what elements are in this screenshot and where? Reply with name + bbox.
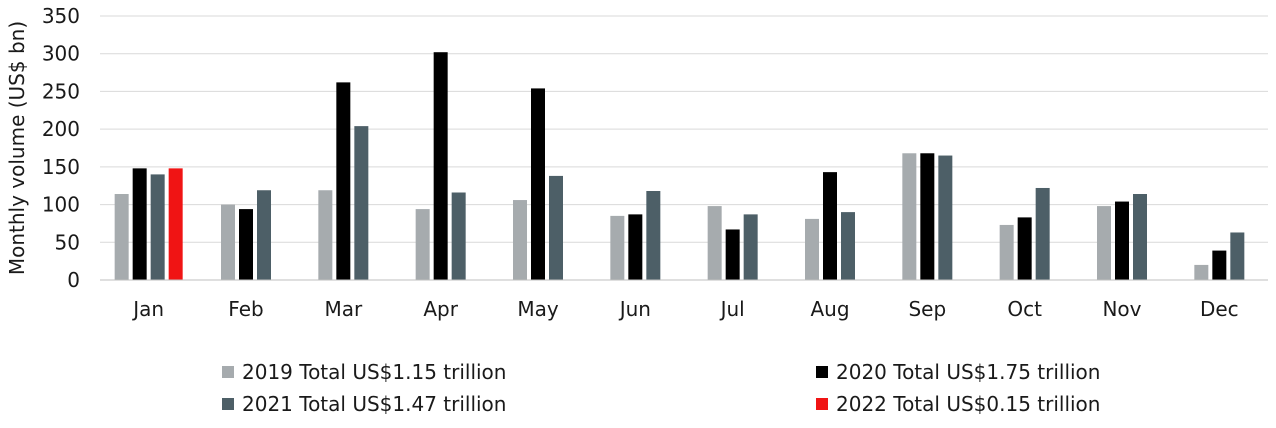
- bar-may-series-2: [549, 175, 563, 280]
- bar-jan-series-1: [132, 168, 147, 280]
- gridlines: [100, 15, 1268, 243]
- legend-item-2019: 2019 Total US$1.15 trillion: [222, 360, 506, 384]
- x-tick-label-sep: Sep: [908, 297, 946, 321]
- legend-swatch-2019: [222, 366, 234, 378]
- bar-jan-series-0: [114, 194, 129, 280]
- bar-mar-series-1: [336, 82, 351, 281]
- bar-jun-series-1: [628, 214, 643, 280]
- legend-item-2020: 2020 Total US$1.75 trillion: [816, 360, 1100, 384]
- bars: [114, 52, 1245, 281]
- bar-apr-series-1: [433, 52, 448, 280]
- x-tick-label-feb: Feb: [228, 297, 263, 321]
- bar-chart: 0 50 100 150 200 250 300 350 Jan Feb Mar Apr May Jun J…: [5, 4, 1268, 321]
- bar-oct-series-2: [1035, 187, 1050, 280]
- bar-aug-series-2: [841, 212, 855, 280]
- bar-dec-series-1: [1212, 250, 1227, 280]
- bar-aug-series-1: [823, 172, 837, 280]
- legend-label-2020: 2020 Total US$1.75 trillion: [836, 360, 1101, 384]
- bar-aug-series-0: [805, 218, 819, 280]
- bar-dec-series-0: [1194, 264, 1209, 280]
- x-tick-label-may: May: [517, 297, 559, 321]
- y-tick-label: 100: [42, 193, 80, 217]
- bar-feb-series-0: [221, 204, 235, 280]
- bar-jan-series-2: [150, 174, 165, 280]
- axes: 0 50 100 150 200 250 300 350 Jan Feb Mar Apr May Jun J…: [42, 4, 1268, 321]
- bar-dec-series-2: [1230, 232, 1245, 280]
- x-tick-label-dec: Dec: [1200, 297, 1239, 321]
- bar-apr-series-2: [451, 192, 466, 280]
- bar-feb-series-2: [257, 190, 271, 280]
- bar-oct-series-0: [999, 224, 1014, 280]
- bar-apr-series-0: [415, 209, 430, 280]
- legend-swatch-2020: [816, 366, 828, 378]
- y-tick-label: 0: [67, 268, 80, 292]
- legend-item-2022: 2022 Total US$0.15 trillion: [816, 392, 1100, 416]
- bar-oct-series-1: [1017, 217, 1032, 280]
- x-tick-label-oct: Oct: [1007, 297, 1042, 321]
- bar-sep-series-1: [920, 153, 935, 280]
- x-tick-label-aug: Aug: [810, 297, 849, 321]
- x-tick-label-jan: Jan: [131, 297, 164, 321]
- x-tick-label-jun: Jun: [618, 297, 651, 321]
- y-tick-label: 250: [42, 79, 80, 103]
- bar-nov-series-1: [1115, 201, 1129, 280]
- bar-feb-series-1: [239, 209, 253, 280]
- x-tick-label-jul: Jul: [719, 297, 745, 321]
- x-tick-label-apr: Apr: [423, 297, 458, 321]
- x-tick-label-nov: Nov: [1102, 297, 1141, 321]
- y-tick-label: 50: [55, 230, 80, 254]
- bar-jun-series-2: [646, 190, 661, 280]
- bar-may-series-1: [531, 88, 545, 280]
- legend-label-2022: 2022 Total US$0.15 trillion: [836, 392, 1101, 416]
- legend-label-2019: 2019 Total US$1.15 trillion: [242, 360, 507, 384]
- bar-jul-series-0: [707, 206, 722, 280]
- bar-jun-series-0: [610, 215, 625, 280]
- y-tick-label: 200: [42, 117, 80, 141]
- y-axis-label: Monthly volume (US$ bn): [5, 21, 29, 275]
- legend-swatch-2021: [222, 398, 234, 410]
- legend: 2019 Total US$1.15 trillion 2020 Total U…: [0, 352, 1276, 428]
- x-tick-label-mar: Mar: [324, 297, 363, 321]
- bar-mar-series-2: [354, 126, 369, 280]
- legend-item-2021: 2021 Total US$1.47 trillion: [222, 392, 506, 416]
- y-tick-label: 350: [42, 4, 80, 28]
- bar-nov-series-0: [1097, 206, 1111, 280]
- bar-sep-series-2: [938, 155, 953, 280]
- y-tick-label: 150: [42, 155, 80, 179]
- legend-swatch-2022: [816, 398, 828, 410]
- bar-may-series-0: [513, 200, 527, 280]
- bar-nov-series-2: [1133, 194, 1147, 280]
- bar-sep-series-0: [902, 153, 917, 280]
- bar-jul-series-2: [743, 214, 758, 280]
- legend-label-2021: 2021 Total US$1.47 trillion: [242, 392, 507, 416]
- bar-jan-series-3: [168, 168, 183, 280]
- bar-jul-series-1: [725, 229, 740, 280]
- bar-mar-series-0: [318, 190, 333, 280]
- y-tick-label: 300: [42, 42, 80, 66]
